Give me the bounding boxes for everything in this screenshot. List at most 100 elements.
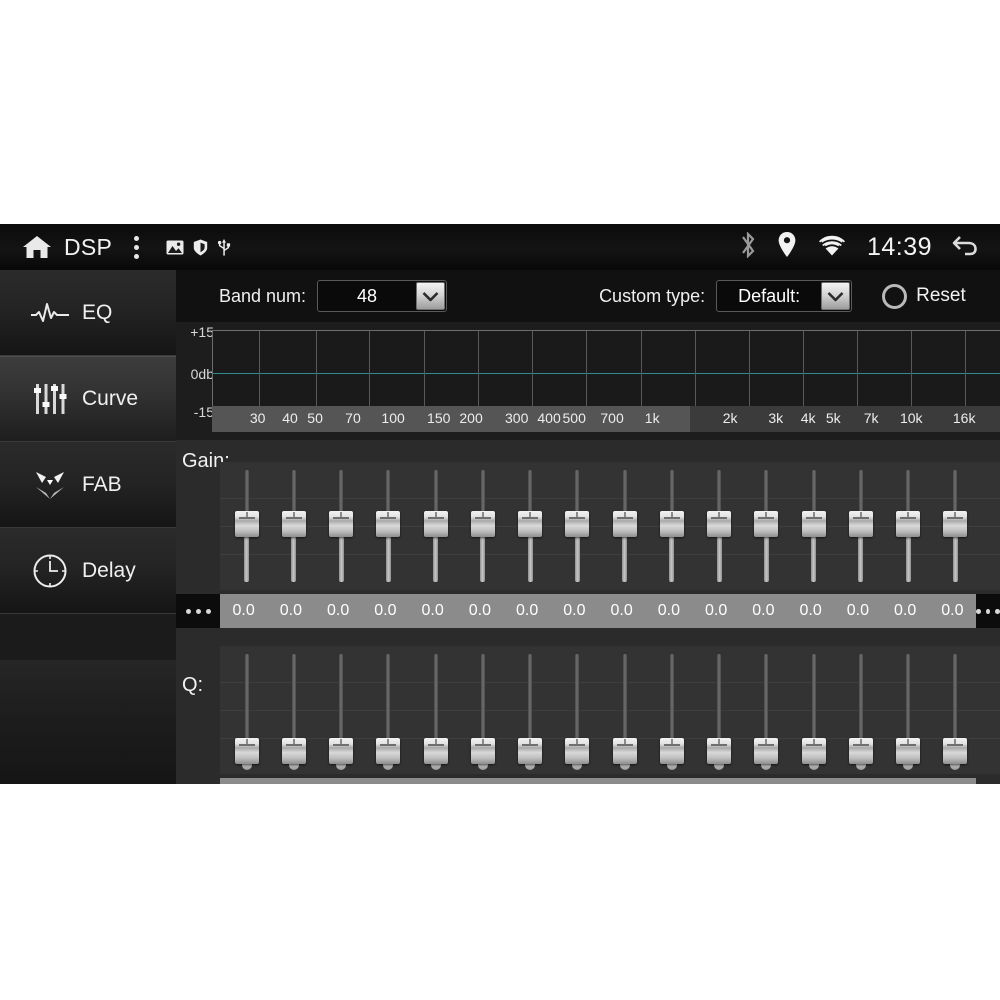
- slider-thumb[interactable]: [801, 511, 826, 537]
- slider-thumb[interactable]: [329, 738, 354, 764]
- slider-handle[interactable]: [562, 654, 592, 770]
- slider-track[interactable]: [669, 654, 674, 766]
- slider-thumb[interactable]: [612, 511, 637, 537]
- slider-value[interactable]: 0.0: [374, 602, 397, 619]
- slider-handle[interactable]: [751, 654, 781, 770]
- slider-thumb[interactable]: [565, 738, 590, 764]
- reset-button[interactable]: Reset: [882, 283, 966, 309]
- slider-handle[interactable]: [940, 654, 970, 770]
- slider-thumb[interactable]: [707, 511, 732, 537]
- slider-handle[interactable]: [893, 470, 923, 582]
- slider-handle[interactable]: [562, 470, 592, 582]
- sidebar-item-curve[interactable]: Curve: [0, 356, 176, 442]
- slider-thumb[interactable]: [943, 738, 968, 764]
- slider-value[interactable]: 0.0: [941, 602, 964, 619]
- slider-handle[interactable]: [421, 654, 451, 770]
- slider-handle[interactable]: [232, 470, 262, 582]
- slider-thumb[interactable]: [659, 511, 684, 537]
- slider-thumb[interactable]: [281, 738, 306, 764]
- slider-handle[interactable]: [326, 470, 356, 582]
- slider-handle[interactable]: [657, 654, 687, 770]
- slider-handle[interactable]: [279, 470, 309, 582]
- slider-thumb[interactable]: [376, 511, 401, 537]
- slider-handle[interactable]: [279, 654, 309, 770]
- sidebar-item-delay[interactable]: Delay: [0, 528, 176, 614]
- slider-track[interactable]: [480, 654, 485, 766]
- slider-value[interactable]: 0.0: [516, 602, 539, 619]
- slider-handle[interactable]: [610, 654, 640, 770]
- slider-handle[interactable]: [468, 470, 498, 582]
- slider-value[interactable]: 0.0: [279, 602, 302, 619]
- slider-value[interactable]: 0.0: [232, 602, 255, 619]
- slider-handle[interactable]: [326, 654, 356, 770]
- slider-handle[interactable]: [704, 654, 734, 770]
- slider-handle[interactable]: [751, 470, 781, 582]
- slider-handle[interactable]: [704, 470, 734, 582]
- slider-handle[interactable]: [846, 470, 876, 582]
- slider-value[interactable]: 0.0: [421, 602, 444, 619]
- slider-handle[interactable]: [373, 654, 403, 770]
- q-value-strip[interactable]: 2.202.202.202.202.202.202.202.202.202.20…: [220, 778, 976, 784]
- slider-track[interactable]: [291, 654, 296, 766]
- slider-handle[interactable]: [657, 470, 687, 582]
- slider-handle[interactable]: [610, 470, 640, 582]
- slider-value[interactable]: 0.0: [752, 602, 775, 619]
- slider-thumb[interactable]: [470, 511, 495, 537]
- slider-handle[interactable]: [515, 470, 545, 582]
- slider-track[interactable]: [764, 654, 769, 766]
- slider-thumb[interactable]: [659, 738, 684, 764]
- chevron-down-icon[interactable]: [416, 282, 446, 310]
- slider-value[interactable]: 0.0: [610, 602, 633, 619]
- slider-track[interactable]: [575, 654, 580, 766]
- slider-handle[interactable]: [421, 470, 451, 582]
- slider-value[interactable]: 0.0: [799, 602, 822, 619]
- slider-value[interactable]: 0.0: [657, 602, 680, 619]
- slider-thumb[interactable]: [234, 511, 259, 537]
- slider-value[interactable]: 0.0: [846, 602, 869, 619]
- slider-thumb[interactable]: [943, 511, 968, 537]
- slider-thumb[interactable]: [848, 511, 873, 537]
- band-num-select[interactable]: 48: [317, 280, 448, 312]
- slider-thumb[interactable]: [707, 738, 732, 764]
- chevron-down-icon[interactable]: [821, 282, 851, 310]
- slider-track[interactable]: [811, 654, 816, 766]
- slider-value[interactable]: 0.0: [563, 602, 586, 619]
- slider-track[interactable]: [433, 654, 438, 766]
- slider-handle[interactable]: [799, 470, 829, 582]
- slider-thumb[interactable]: [896, 738, 921, 764]
- slider-handle[interactable]: [468, 654, 498, 770]
- slider-thumb[interactable]: [612, 738, 637, 764]
- slider-thumb[interactable]: [801, 738, 826, 764]
- slider-handle[interactable]: [846, 654, 876, 770]
- slider-handle[interactable]: [515, 654, 545, 770]
- slider-thumb[interactable]: [234, 738, 259, 764]
- eq-curve-chart[interactable]: +15 0db -15 30 40 50 70 100 150 200 300 400 500 70…: [176, 322, 1000, 440]
- slider-handle[interactable]: [799, 654, 829, 770]
- sidebar-item-eq[interactable]: EQ: [0, 270, 176, 356]
- slider-thumb[interactable]: [896, 511, 921, 537]
- slider-thumb[interactable]: [565, 511, 590, 537]
- slider-handle[interactable]: [373, 470, 403, 582]
- sidebar-item-fab[interactable]: FAB: [0, 442, 176, 528]
- slider-thumb[interactable]: [518, 738, 543, 764]
- custom-type-select[interactable]: Default:: [716, 280, 853, 312]
- slider-thumb[interactable]: [329, 511, 354, 537]
- slider-track[interactable]: [717, 654, 722, 766]
- more-dots-icon-left[interactable]: [176, 594, 220, 628]
- q-slider-bank[interactable]: [220, 646, 1000, 774]
- slider-thumb[interactable]: [376, 738, 401, 764]
- slider-thumb[interactable]: [518, 511, 543, 537]
- gain-value-strip[interactable]: 0.0 0.0 0.0 0.0 0.0 0.0 0.0 0.0 0.0 0.0 0.0 0.0 0.0 0…: [220, 594, 976, 628]
- slider-value[interactable]: 0.0: [894, 602, 917, 619]
- kebab-menu-icon[interactable]: [134, 235, 140, 259]
- home-icon[interactable]: [22, 234, 52, 260]
- slider-track[interactable]: [858, 654, 863, 766]
- slider-track[interactable]: [953, 654, 958, 766]
- gain-slider-bank[interactable]: [220, 462, 1000, 590]
- slider-track[interactable]: [622, 654, 627, 766]
- slider-track[interactable]: [528, 654, 533, 766]
- slider-track[interactable]: [339, 654, 344, 766]
- slider-track[interactable]: [386, 654, 391, 766]
- slider-thumb[interactable]: [754, 738, 779, 764]
- more-dots-icon-right[interactable]: [976, 594, 1000, 628]
